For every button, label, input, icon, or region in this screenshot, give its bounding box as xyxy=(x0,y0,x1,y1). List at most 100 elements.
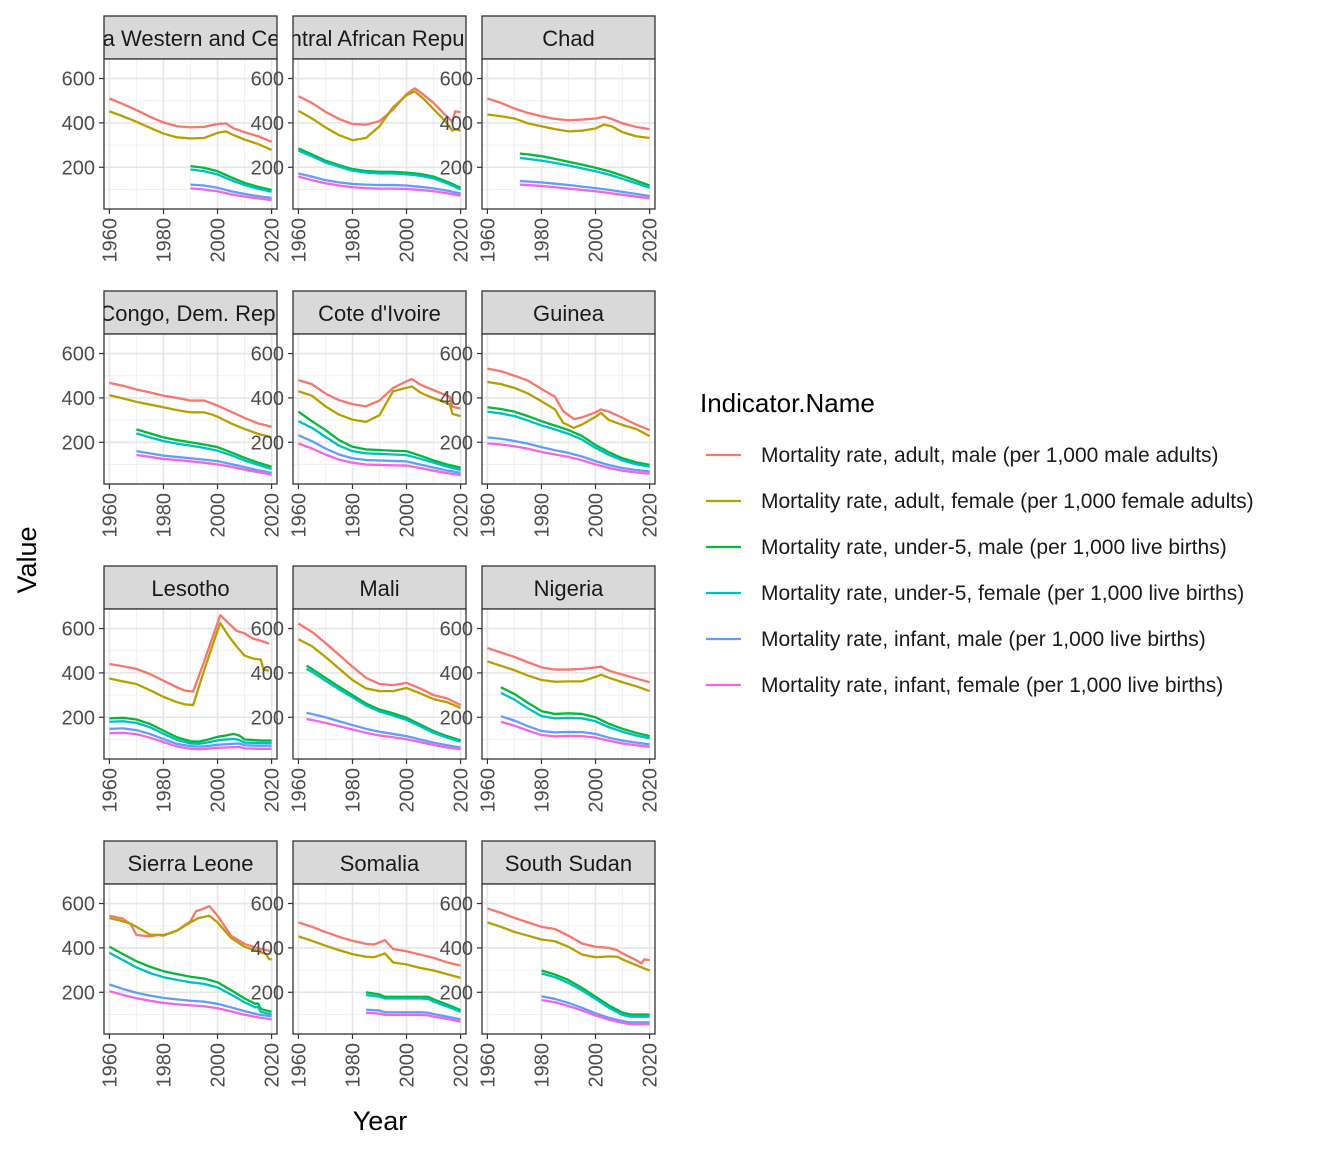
series-line xyxy=(305,664,461,742)
facet-strip xyxy=(292,840,467,885)
x-tick-label: 1980 xyxy=(342,493,364,538)
x-tick-label: 2020 xyxy=(640,493,662,538)
facet-panels: Africa Western and Central 200 400 600 1960 1… xyxy=(59,15,662,1088)
series-line xyxy=(500,686,650,738)
x-tick-label: 1980 xyxy=(342,768,364,813)
facet-strip xyxy=(481,15,656,60)
panel-border xyxy=(292,333,467,485)
y-tick-label: 600 xyxy=(251,619,284,641)
series-line xyxy=(109,914,272,961)
series-line xyxy=(365,993,462,1013)
series-line xyxy=(487,97,650,131)
series-line xyxy=(136,428,272,468)
y-tick-label: 600 xyxy=(251,69,284,91)
y-tick-label: 600 xyxy=(62,69,95,91)
y-tick-label: 200 xyxy=(62,432,95,454)
series-line xyxy=(519,179,650,198)
x-tick-label: 2000 xyxy=(397,218,419,263)
y-tick-label: 400 xyxy=(251,113,284,135)
panel-border xyxy=(103,883,278,1035)
y-tick-label: 400 xyxy=(251,388,284,410)
y-tick-label: 400 xyxy=(251,663,284,685)
facet-strip-label: South Sudan xyxy=(505,851,632,876)
facet-strip xyxy=(103,840,278,885)
series-line xyxy=(365,991,462,1012)
series-line xyxy=(297,149,462,191)
series-line xyxy=(365,1011,461,1023)
panel-border xyxy=(292,883,467,1035)
x-tick-label: 1980 xyxy=(531,1043,553,1088)
series-line xyxy=(109,983,272,1018)
x-tick-label: 1960 xyxy=(477,218,499,263)
series-line xyxy=(109,716,272,743)
y-tick-label: 200 xyxy=(440,982,473,1004)
series-line xyxy=(541,998,650,1026)
y-tick-label: 600 xyxy=(440,69,473,91)
series-line xyxy=(305,667,461,743)
series-line xyxy=(487,646,650,684)
facet-strip-label: Africa Western and Central xyxy=(59,26,323,51)
series-line xyxy=(519,183,650,200)
facet-panel: Central African Republic 200 400 600 1960 198… xyxy=(251,15,473,263)
facet-panel: Chad 200 400 600 1960 1980 2000 2020 xyxy=(440,15,662,263)
legend-label: Mortality rate, under-5, male (per 1,000… xyxy=(761,536,1227,559)
facet-strip-label: Chad xyxy=(542,26,595,51)
x-tick-label: 2020 xyxy=(451,768,473,813)
series-line xyxy=(487,410,650,468)
series-line xyxy=(190,187,272,202)
y-tick-label: 600 xyxy=(251,344,284,366)
panel-border xyxy=(481,58,656,210)
x-tick-label: 1980 xyxy=(153,218,175,263)
x-tick-label: 1980 xyxy=(531,218,553,263)
x-tick-label: 1960 xyxy=(288,218,310,263)
y-tick-label: 400 xyxy=(440,388,473,410)
series-line xyxy=(109,381,272,428)
series-line xyxy=(136,453,272,476)
facet-panel: Cote d'Ivoire 200 400 600 1960 1980 2000 2020 xyxy=(251,290,473,538)
x-tick-label: 1960 xyxy=(99,1043,121,1088)
facet-strip-label: Congo, Dem. Rep. xyxy=(99,301,281,326)
panel-border xyxy=(103,58,278,210)
series-line xyxy=(190,183,272,200)
legend-item: Mortality rate, adult, female (per 1,000… xyxy=(706,490,1254,513)
x-tick-label: 1960 xyxy=(477,1043,499,1088)
x-tick-label: 1960 xyxy=(288,1043,310,1088)
legend-item: Mortality rate, under-5, male (per 1,000… xyxy=(706,536,1227,559)
x-axis-title: Year xyxy=(353,1106,408,1136)
legend-item: Mortality rate, infant, female (per 1,00… xyxy=(706,674,1223,697)
y-tick-label: 600 xyxy=(440,344,473,366)
series-line xyxy=(108,945,272,1013)
y-tick-label: 600 xyxy=(440,619,473,641)
series-line xyxy=(298,377,461,410)
facet-strip xyxy=(481,840,656,885)
y-tick-label: 400 xyxy=(440,113,473,135)
series-line xyxy=(297,622,462,707)
series-line xyxy=(297,434,461,475)
series-line xyxy=(541,972,650,1018)
series-line xyxy=(365,1008,461,1021)
series-line xyxy=(136,450,272,475)
series-line xyxy=(500,691,650,740)
facet-panel: Congo, Dem. Rep. 200 400 600 1960 1980 2000 202… xyxy=(62,290,284,538)
legend-items: Mortality rate, adult, male (per 1,000 m… xyxy=(706,444,1254,697)
x-tick-label: 2000 xyxy=(397,768,419,813)
y-axis-title: Value xyxy=(12,526,42,593)
series-line xyxy=(487,380,651,438)
legend-label: Mortality rate, under-5, female (per 1,0… xyxy=(761,582,1244,605)
series-line xyxy=(298,385,461,424)
panel-border xyxy=(481,883,656,1035)
facet-strip-label: Sierra Leone xyxy=(128,851,254,876)
series-line xyxy=(297,638,462,710)
facet-panel: Somalia 200 400 600 1960 1980 2000 2020 xyxy=(251,840,473,1088)
series-line xyxy=(298,175,461,197)
panel-border xyxy=(292,58,467,210)
legend-item: Mortality rate, adult, male (per 1,000 m… xyxy=(706,444,1219,467)
x-tick-label: 2000 xyxy=(586,493,608,538)
facet-strip-label: Lesotho xyxy=(151,576,229,601)
x-tick-label: 2020 xyxy=(451,493,473,538)
x-tick-label: 1960 xyxy=(99,218,121,263)
y-tick-label: 600 xyxy=(62,894,95,916)
y-tick-label: 200 xyxy=(251,432,284,454)
facet-panel: Sierra Leone 200 400 600 1960 1980 2000 2020 xyxy=(62,840,284,1088)
y-tick-label: 600 xyxy=(62,344,95,366)
